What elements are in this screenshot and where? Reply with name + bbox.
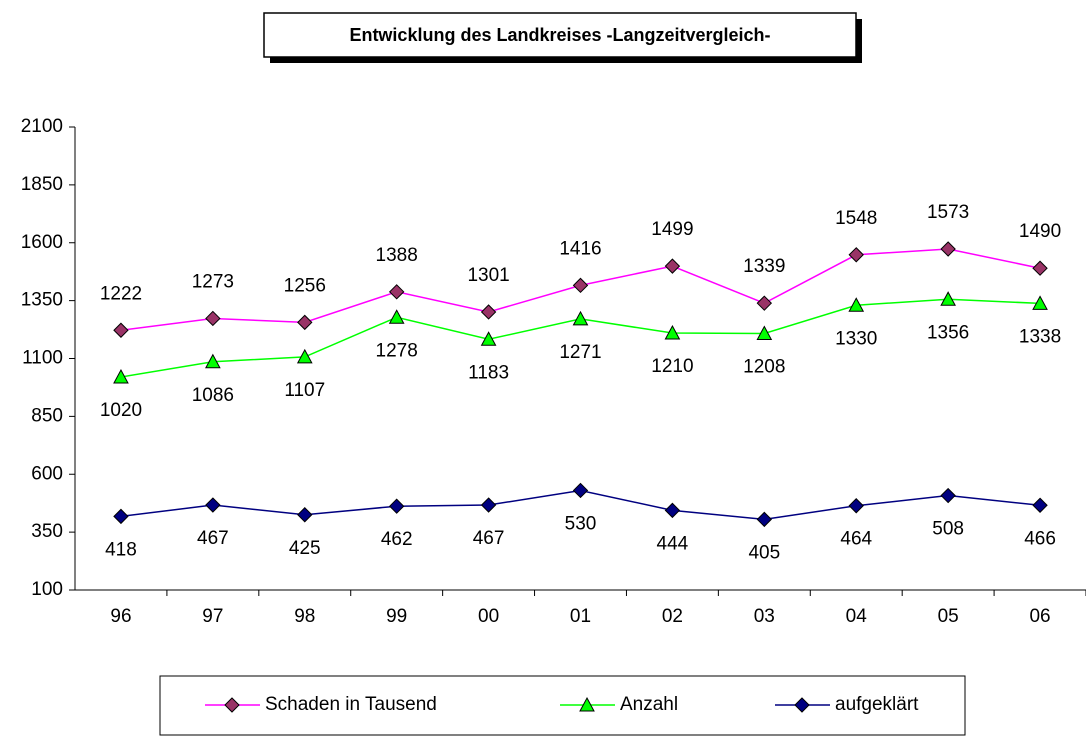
data-label: 1273 (192, 271, 234, 292)
data-label: 1301 (467, 265, 509, 286)
marker (480, 497, 497, 513)
data-label: 1388 (376, 245, 418, 266)
x-tick-label: 99 (386, 606, 407, 627)
data-label: 530 (565, 513, 597, 534)
title-box (263, 12, 857, 58)
marker (940, 487, 956, 504)
x-tick-label: 05 (938, 606, 959, 627)
y-tick-label: 850 (31, 405, 63, 426)
legend-label: aufgeklärt (835, 694, 919, 715)
y-tick-label: 100 (31, 579, 63, 600)
data-label: 405 (748, 542, 780, 563)
marker (664, 258, 681, 274)
marker (480, 331, 497, 346)
marker (113, 508, 129, 525)
marker (940, 291, 956, 306)
marker (1032, 295, 1048, 310)
marker (572, 482, 589, 499)
x-tick-label: 03 (754, 606, 775, 627)
data-label: 1222 (100, 283, 142, 304)
y-tick-label: 1350 (21, 290, 63, 311)
data-label: 1271 (559, 342, 601, 363)
marker (572, 277, 589, 294)
x-tick-label: 98 (294, 606, 315, 627)
data-label: 1210 (651, 356, 693, 377)
y-tick-label: 1850 (21, 174, 63, 195)
data-label: 1278 (376, 340, 418, 361)
marker (756, 295, 773, 311)
marker (1032, 497, 1048, 513)
marker (205, 310, 221, 327)
data-label: 1573 (927, 202, 969, 223)
y-tick-label: 1600 (21, 232, 63, 253)
marker (664, 502, 681, 519)
data-label: 1339 (743, 256, 785, 277)
data-label: 464 (840, 529, 872, 550)
x-tick-label: 06 (1029, 606, 1050, 627)
marker (297, 507, 313, 523)
marker (297, 314, 313, 331)
data-label: 467 (197, 528, 229, 549)
x-tick-label: 02 (662, 606, 683, 627)
marker (579, 696, 595, 712)
data-label: 1256 (284, 275, 326, 296)
marker (296, 348, 313, 364)
data-label: 467 (473, 528, 505, 549)
marker (848, 498, 864, 514)
marker (388, 498, 405, 514)
marker (756, 325, 773, 340)
legend-label: Schaden in Tausend (265, 694, 437, 715)
x-tick-label: 01 (570, 606, 591, 627)
marker (113, 322, 129, 338)
marker (572, 310, 589, 326)
x-tick-label: 97 (202, 606, 223, 627)
data-label: 1330 (835, 328, 877, 349)
marker (224, 697, 240, 713)
y-tick-label: 350 (31, 521, 63, 542)
y-tick-label: 600 (31, 463, 63, 484)
data-label: 425 (289, 538, 321, 559)
marker (756, 511, 773, 528)
legend-label: Anzahl (620, 694, 678, 715)
marker (1032, 260, 1048, 276)
marker (848, 247, 864, 263)
marker (205, 353, 221, 369)
chart-title: Entwicklung des Landkreises -Langzeitver… (349, 25, 770, 45)
data-label: 1020 (100, 400, 142, 421)
data-label: 1183 (468, 362, 509, 383)
marker (480, 304, 497, 320)
marker (113, 368, 129, 384)
data-label: 1356 (927, 322, 969, 343)
marker (388, 284, 405, 300)
y-tick-label: 1100 (22, 348, 63, 369)
data-label: 1208 (743, 357, 785, 378)
data-label: 508 (932, 519, 964, 540)
marker (794, 697, 810, 713)
marker (205, 497, 221, 513)
marker (388, 309, 405, 324)
x-tick-label: 96 (110, 606, 131, 627)
data-label: 1338 (1019, 326, 1061, 347)
data-label: 1086 (192, 385, 234, 406)
data-label: 1490 (1019, 221, 1061, 242)
data-label: 444 (657, 533, 689, 554)
data-label: 1548 (835, 208, 877, 229)
data-label: 418 (105, 539, 137, 560)
data-label: 466 (1024, 528, 1056, 549)
data-label: 1416 (559, 238, 601, 259)
y-tick-label: 2100 (21, 116, 63, 137)
data-label: 462 (381, 529, 413, 550)
data-label: 1499 (651, 219, 693, 240)
marker (940, 241, 956, 257)
x-tick-label: 04 (846, 606, 868, 627)
x-tick-label: 00 (478, 606, 499, 627)
marker (664, 324, 681, 340)
data-label: 1107 (284, 380, 325, 401)
marker (848, 297, 865, 312)
